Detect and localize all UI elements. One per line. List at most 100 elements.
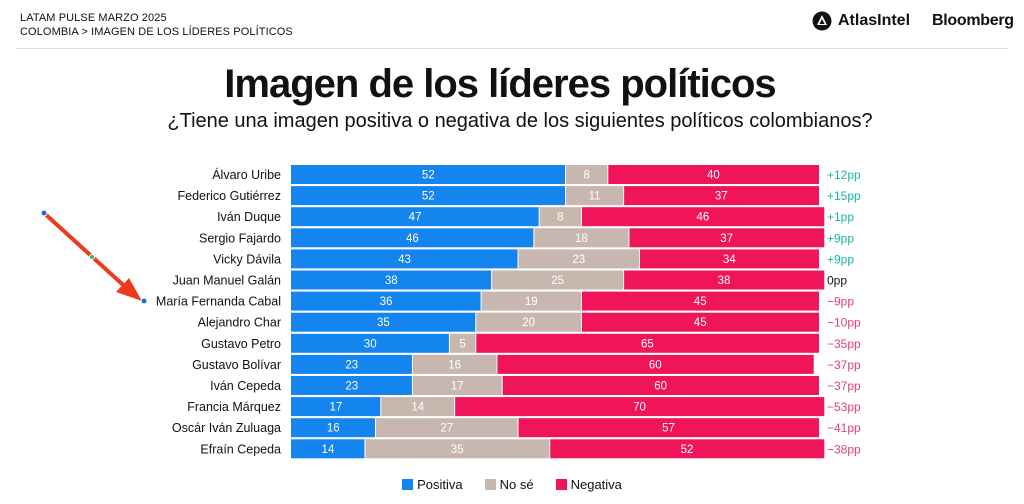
legend-label-no-se: No sé <box>499 477 534 492</box>
bar-no-se <box>565 165 608 184</box>
bloomberg-brand: Bloomberg <box>932 12 1014 29</box>
bar-row-maria-fernanda-cabal: María Fernanda Cabal 36 19 45 −9pp <box>156 291 854 311</box>
segment-divider <box>565 165 567 184</box>
segment-divider <box>380 397 382 417</box>
data-label-negativa: 52 <box>681 444 694 456</box>
legend-item-no-se: No sé <box>484 477 534 492</box>
chart-legend: Positiva No sé Negativa <box>0 477 1024 492</box>
bar-positiva <box>291 270 492 290</box>
net-label: +15pp <box>827 189 861 203</box>
data-label-negativa: 70 <box>633 402 646 414</box>
data-label-negativa: 60 <box>654 381 667 393</box>
bar-positiva <box>291 228 534 248</box>
data-label-positiva: 38 <box>385 275 398 287</box>
net-label: −41pp <box>827 421 861 435</box>
data-label-negativa: 40 <box>707 170 720 182</box>
data-label-no-se: 8 <box>583 170 589 182</box>
segment-divider <box>496 354 498 374</box>
data-label-positiva: 47 <box>409 212 422 224</box>
bar-negativa <box>607 165 819 184</box>
annotation-arrow[interactable] <box>40 209 148 305</box>
bar-no-se <box>449 333 476 353</box>
data-label-no-se: 18 <box>575 233 588 245</box>
data-label-no-se: 8 <box>557 212 563 224</box>
data-label-positiva: 23 <box>345 381 358 393</box>
category-label: Vicky Dávila <box>213 252 281 266</box>
bar-negativa <box>628 228 825 248</box>
bar-no-se <box>491 270 624 290</box>
category-label: Álvaro Uribe <box>212 167 281 182</box>
bar-no-se <box>375 418 519 438</box>
segment-divider <box>374 418 376 438</box>
category-label: Gustavo Bolívar <box>192 358 281 372</box>
bar-no-se <box>481 291 582 311</box>
legend-swatch-negativa <box>555 479 567 490</box>
annotation-end-handle[interactable] <box>140 297 148 305</box>
bar-negativa <box>518 418 819 438</box>
annotation-start-handle[interactable] <box>40 209 48 217</box>
segment-divider <box>448 333 450 353</box>
report-series-label: LATAM PULSE MARZO 2025 <box>20 12 167 24</box>
data-label-no-se: 19 <box>525 296 538 308</box>
net-label: 0pp <box>827 274 847 288</box>
segment-divider <box>364 439 366 459</box>
annotation-mid-handle[interactable] <box>89 254 95 260</box>
data-label-no-se: 20 <box>522 317 535 329</box>
chart-subtitle: ¿Tiene una imagen positiva o negativa de… <box>167 110 873 132</box>
bar-negativa <box>454 397 825 417</box>
segment-divider <box>623 270 625 290</box>
data-label-positiva: 23 <box>345 359 358 371</box>
segment-divider <box>501 376 503 395</box>
segment-divider <box>480 291 482 311</box>
bar-negativa <box>639 249 819 269</box>
bar-negativa <box>475 333 819 353</box>
segment-divider <box>411 354 413 374</box>
category-label: Juan Manuel Galán <box>173 274 281 288</box>
net-label: +9pp <box>827 252 854 266</box>
segment-divider <box>491 270 493 290</box>
bar-positiva <box>291 418 376 438</box>
bar-negativa <box>581 291 819 311</box>
data-label-positiva: 16 <box>327 423 340 435</box>
legend-item-negativa: Negativa <box>555 477 622 492</box>
bar-row-alvaro-uribe: Álvaro Uribe 52 8 40 +12pp <box>212 165 861 184</box>
bar-row-ivan-cepeda: Iván Cepeda 23 17 60 −37pp <box>210 376 861 395</box>
annotation-arrow-shaft <box>42 211 134 295</box>
segment-divider <box>475 333 477 353</box>
bar-negativa <box>623 270 825 290</box>
legend-swatch-positiva <box>402 479 414 490</box>
data-label-positiva: 52 <box>422 170 435 182</box>
data-label-negativa: 34 <box>723 254 736 266</box>
bar-positiva <box>291 354 413 374</box>
data-label-negativa: 45 <box>694 296 707 308</box>
bar-positiva <box>291 207 540 227</box>
net-label: +9pp <box>827 231 854 245</box>
bar-row-oscar-ivan-zuluaga: Oscár Iván Zuluaga 16 27 57 −41pp <box>172 418 861 438</box>
data-label-negativa: 60 <box>649 359 662 371</box>
bar-row-gustavo-bolivar: Gustavo Bolívar 23 16 60 −37pp <box>192 354 861 374</box>
bar-negativa <box>496 354 814 374</box>
bar-positiva <box>291 291 482 311</box>
bar-positiva <box>291 165 566 184</box>
data-label-no-se: 23 <box>572 254 585 266</box>
bar-no-se <box>565 186 624 206</box>
data-label-no-se: 14 <box>411 402 424 414</box>
category-label: Iván Cepeda <box>210 379 281 393</box>
net-label: −9pp <box>827 295 854 309</box>
chart-title: Imagen de los líderes políticos <box>224 62 776 106</box>
segment-divider <box>565 186 567 206</box>
bar-no-se <box>412 376 503 395</box>
data-label-no-se: 17 <box>451 381 464 393</box>
data-label-negativa: 65 <box>641 338 654 350</box>
data-label-positiva: 35 <box>377 317 390 329</box>
bar-positiva <box>291 249 519 269</box>
segment-divider <box>580 291 582 311</box>
data-label-negativa: 37 <box>720 233 733 245</box>
bar-negativa <box>623 186 819 206</box>
data-label-negativa: 57 <box>662 423 675 435</box>
data-label-positiva: 30 <box>364 338 377 350</box>
data-label-negativa: 38 <box>718 275 731 287</box>
net-label: −53pp <box>827 400 861 414</box>
bar-row-alejandro-char: Alejandro Char 35 20 45 −10pp <box>198 312 861 332</box>
